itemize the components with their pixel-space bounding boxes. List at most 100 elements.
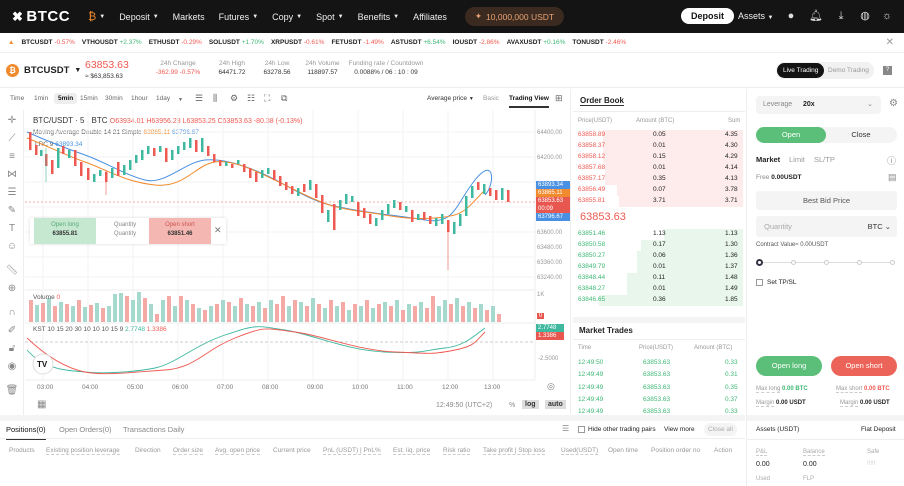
order-type-market[interactable]: Market [756, 155, 781, 164]
ask-row[interactable]: 63858.12 0.15 4.29 [573, 152, 743, 163]
eye-icon[interactable]: ◉ [7, 361, 17, 372]
ticker-item[interactable]: FETUSDT -1.49% [331, 39, 384, 46]
gear-icon[interactable]: ⚙ [889, 98, 898, 109]
ask-row[interactable]: 63857.17 0.35 4.13 [573, 174, 743, 185]
settings-icon[interactable]: ⚙ [230, 93, 239, 103]
close-icon[interactable]: ✕ [885, 37, 894, 48]
close-all-button[interactable]: Close all [704, 423, 737, 436]
ticker-item[interactable]: IOUSDT -2.86% [452, 39, 500, 46]
tab-open-orders[interactable]: Open Orders(0) [59, 425, 112, 434]
caret-down-icon[interactable]: ▼ [74, 67, 82, 74]
ticker-item[interactable]: SOLUSDT +1.70% [208, 39, 264, 46]
crosshair-icon[interactable]: ✛ [7, 115, 17, 126]
nav-futures[interactable]: Futures ▼ [218, 11, 259, 22]
tf-1hour[interactable]: 1hour [131, 95, 148, 102]
bid-row[interactable]: 63851.46 1.13 1.13 [573, 229, 743, 240]
view-more-link[interactable]: View more [664, 426, 695, 433]
ask-row[interactable]: 63858.37 0.01 4.30 [573, 141, 743, 152]
horizontal-lines-icon[interactable]: ≡ [9, 151, 15, 162]
download-icon[interactable]: ⤓ [838, 10, 844, 22]
leverage-select[interactable]: Leverage 20x ⌄ [756, 96, 881, 114]
trash-icon[interactable]: 🗑︎ [5, 385, 19, 396]
brush-icon[interactable]: ✎ [7, 205, 17, 216]
indicators-icon[interactable]: ☰ [195, 93, 204, 103]
price-type-select[interactable]: Average price ▼ [427, 95, 474, 102]
open-tab[interactable]: Open [756, 127, 826, 143]
globe-icon[interactable]: ◍ [860, 10, 870, 22]
nav-affiliates[interactable]: Affiliates [413, 11, 447, 22]
candlestick-chart[interactable]: TV [25, 110, 571, 415]
pattern-icon[interactable]: ⋈ [7, 169, 17, 180]
bid-row[interactable]: 63848.44 0.11 1.48 [573, 273, 743, 284]
trendline-icon[interactable]: ⟋ [8, 133, 16, 144]
filter-icon[interactable]: ☷ [247, 93, 256, 103]
log-toggle[interactable]: log [522, 400, 539, 409]
close-icon[interactable]: ✕ [214, 225, 222, 235]
tf-1day[interactable]: 1day [156, 95, 171, 102]
quick-open-long-button[interactable]: Open long 63855.81 [34, 218, 96, 244]
live-trading-button[interactable]: Live Trading [777, 63, 825, 78]
caret-down-icon[interactable]: ▼ [178, 97, 183, 103]
ticker-item[interactable]: XRPUSDT -0.61% [270, 39, 325, 46]
ticker-item[interactable]: ASTUSDT +6.54% [390, 39, 446, 46]
set-tpsl-checkbox[interactable]: Set TP/SL [756, 279, 797, 286]
fib-icon[interactable]: ☰ [7, 187, 17, 198]
emoji-icon[interactable]: ☺ [6, 241, 18, 252]
quantity-input[interactable]: Quantity BTC ⌄ [756, 216, 897, 237]
help-icon[interactable]: ? [883, 66, 892, 75]
nav-markets[interactable]: Markets [172, 11, 205, 22]
bid-row[interactable]: 63848.27 0.01 1.49 [573, 284, 743, 295]
percent-toggle[interactable]: % [509, 402, 516, 409]
bid-row[interactable]: 63850.58 0.17 1.30 [573, 240, 743, 251]
ticker-item[interactable]: AVAXUSDT +0.16% [506, 39, 566, 46]
coin-selector[interactable]: ₿ ▼ [88, 11, 105, 23]
open-long-button[interactable]: Open long [756, 356, 822, 376]
ticker-item[interactable]: ETHUSDT -0.29% [148, 39, 202, 46]
calculator-icon[interactable]: ▤ [888, 172, 897, 182]
bid-row[interactable]: 63846.65 0.36 1.85 [573, 295, 743, 306]
assets-menu[interactable]: Assets ▼ [738, 11, 774, 21]
tf-time[interactable]: Time [10, 95, 25, 102]
text-icon[interactable]: T [8, 223, 16, 234]
tf-30min[interactable]: 30min [105, 95, 123, 102]
chart-settings-icon[interactable]: ◎ [547, 381, 555, 391]
nav-deposit[interactable]: Deposit ▼ [119, 11, 159, 22]
layout-icon[interactable]: ⊞ [555, 93, 563, 103]
view-trading-view[interactable]: Trading View [509, 95, 549, 108]
balance-badge[interactable]: ✦ 10,000,000 USDT [464, 7, 565, 26]
lock-drawing-icon[interactable]: ✐ [7, 325, 17, 336]
tf-5min[interactable]: 5min [54, 93, 78, 104]
bid-row[interactable]: 63850.27 0.06 1.36 [573, 251, 743, 262]
theme-icon[interactable]: ☼ [881, 10, 893, 22]
ticker-item[interactable]: BTCUSDT -0.57% [21, 39, 75, 46]
order-type-sltp[interactable]: SL/TP [814, 155, 835, 164]
order-type-limit[interactable]: Limit [789, 155, 805, 164]
user-icon[interactable]: ● [787, 10, 795, 22]
quick-open-short-button[interactable]: Open short 63851.46 [149, 218, 211, 244]
zoom-in-icon[interactable]: ⊕ [7, 283, 17, 294]
hide-other-pairs-checkbox[interactable]: Hide other trading pairs [578, 426, 656, 433]
fullscreen-icon[interactable]: ⛶ [264, 93, 271, 103]
btcc-logo[interactable]: ✖ BTCC [12, 8, 71, 25]
flat-deposit-link[interactable]: Flat Deposit [861, 426, 896, 433]
quick-quantity[interactable]: Quantity Quantity [113, 222, 137, 237]
ask-row[interactable]: 63856.49 0.07 3.78 [573, 185, 743, 196]
ruler-icon[interactable]: 📏︎ [5, 265, 19, 276]
nav-benefits[interactable]: Benefits ▼ [357, 11, 400, 22]
demo-trading-button[interactable]: Demo Trading [828, 67, 869, 74]
candle-type-icon[interactable]: ⫼ [213, 93, 218, 103]
auto-toggle[interactable]: auto [545, 400, 566, 409]
date-range-icon[interactable]: ▦ [37, 399, 47, 410]
deposit-button[interactable]: Deposit [681, 8, 735, 24]
unit-select[interactable]: BTC ⌄ [867, 222, 891, 231]
ask-row[interactable]: 63857.68 0.01 4.14 [573, 163, 743, 174]
nav-spot[interactable]: Spot ▼ [316, 11, 344, 22]
unlock-icon[interactable]: 🔓︎ [8, 343, 16, 354]
best-bid-price-input[interactable]: Best Bid Price [756, 191, 897, 210]
ask-row[interactable]: 63858.89 0.05 4.35 [573, 130, 743, 141]
ask-row[interactable]: 63855.81 3.71 3.71 [573, 196, 743, 207]
bell-icon[interactable]: 🔔︎ [809, 10, 823, 22]
pair-selector[interactable]: BTCUSDT [24, 65, 70, 76]
amount-slider[interactable] [756, 259, 896, 266]
screenshot-icon[interactable]: ⧉ [281, 93, 288, 103]
